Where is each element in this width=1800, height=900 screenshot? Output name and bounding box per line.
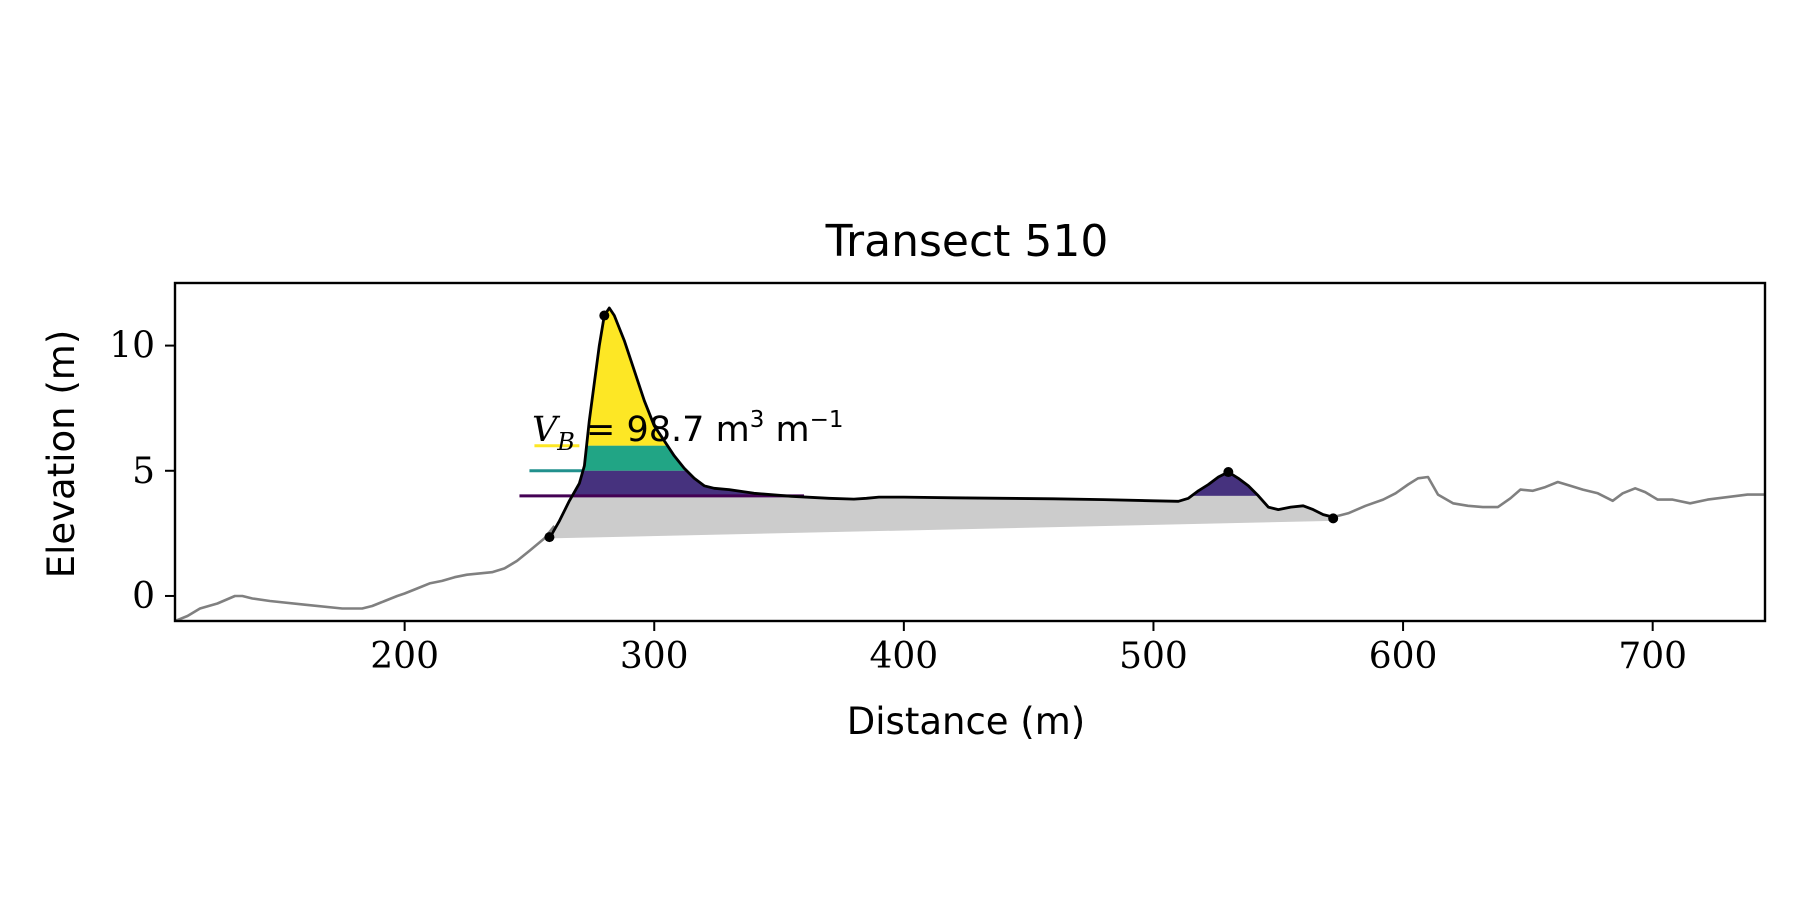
y-tick-label-5: 5 (132, 451, 155, 492)
key-points (544, 310, 1339, 543)
volume-bands (549, 308, 1334, 496)
x-tick-label-200: 200 (370, 636, 439, 677)
volume-annotation: VB = 98.7 m3 m−1 (532, 407, 843, 456)
x-tick-label-700: 700 (1618, 636, 1687, 677)
x-tick-label-400: 400 (869, 636, 938, 677)
x-tick-label-500: 500 (1119, 636, 1188, 677)
x-axis-label: Distance (m) (847, 700, 1085, 743)
profile-line-seaward (1332, 475, 1765, 519)
plot-frame (173, 281, 1767, 623)
volume-band-1 (549, 308, 1334, 446)
key-point-4 (1328, 513, 1339, 524)
dune-base-fill (549, 308, 1334, 539)
plot-area: VB = 98.7 m3 m−1 (175, 306, 1765, 621)
y-tick-label-0: 0 (132, 576, 155, 617)
x-tick-label-300: 300 (620, 636, 689, 677)
x-tick-label-600: 600 (1369, 636, 1438, 677)
key-point-1 (544, 532, 555, 543)
y-tick-label-10: 10 (109, 326, 155, 367)
y-axis-ticks: 0 5 10 (109, 326, 175, 617)
chart-title: Transect 510 (825, 216, 1109, 267)
band-level-ticks (519, 444, 805, 498)
y-axis-label: Elevation (m) (40, 330, 83, 579)
x-axis-ticks: 200 300 400 500 600 700 (370, 621, 1687, 677)
volume-band-2 (549, 445, 1334, 471)
volume-band-3 (549, 470, 1334, 496)
key-point-3 (1223, 467, 1234, 478)
profile-line-landward (175, 525, 556, 621)
key-point-2 (599, 310, 610, 321)
